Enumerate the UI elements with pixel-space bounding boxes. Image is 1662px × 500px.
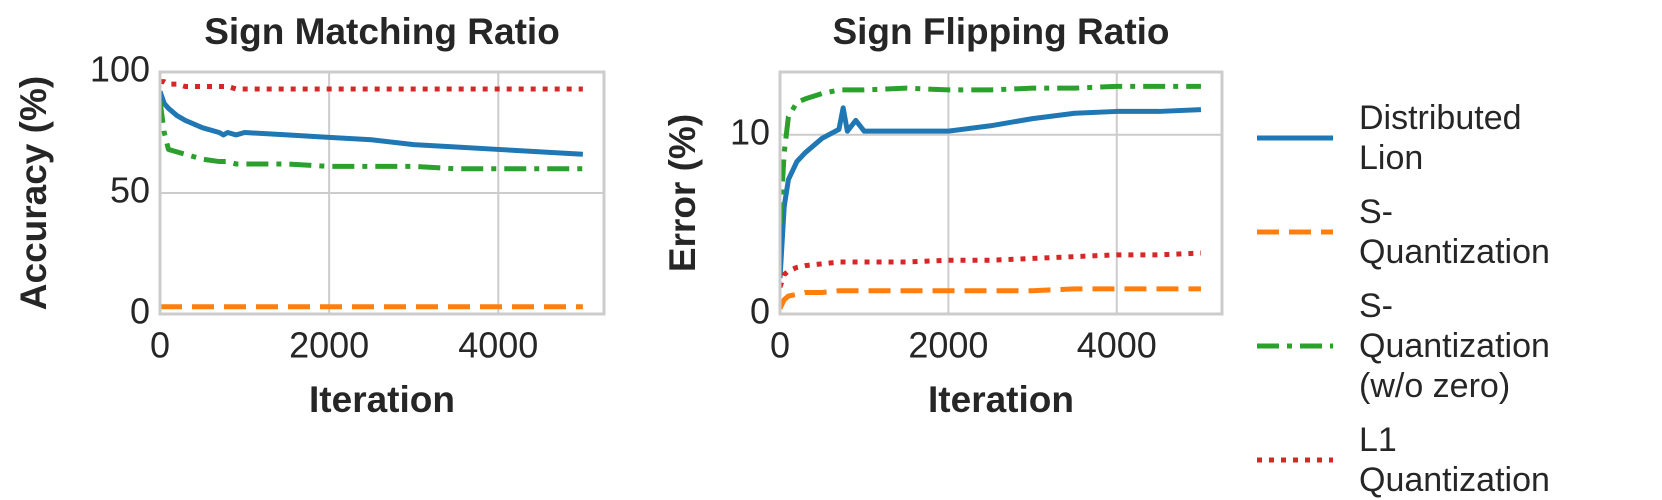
x-tick-label: 4000: [458, 325, 538, 366]
x-tick-label: 0: [770, 325, 790, 366]
chart-title: Sign Matching Ratio: [204, 11, 560, 52]
legend-label: S-Quantization: [1359, 193, 1550, 271]
legend-label: Distributed Lion: [1359, 99, 1522, 177]
legend-swatch: [1257, 229, 1333, 235]
x-axis-label: Iteration: [309, 379, 455, 420]
legend-entry: S-Quantization: [1255, 192, 1555, 272]
legend-swatch: [1257, 343, 1333, 349]
x-axis-label: Iteration: [928, 379, 1074, 420]
data-line: [780, 286, 1201, 310]
data-line: [160, 90, 583, 157]
x-tick-label: 0: [150, 325, 170, 366]
y-axis-label: Accuracy (%): [13, 76, 54, 310]
chart-title: Sign Flipping Ratio: [832, 11, 1169, 52]
legend-swatch: [1257, 457, 1333, 463]
x-tick-label: 2000: [289, 325, 369, 366]
y-tick-label: 0: [130, 291, 150, 332]
data-line: [780, 250, 1202, 288]
legend-label: L1 Quantization: [1359, 421, 1550, 499]
y-axis-label: Error (%): [662, 114, 703, 272]
legend-swatch: [1257, 135, 1333, 141]
y-tick-label: 10: [730, 111, 770, 152]
x-tick-label: 4000: [1077, 325, 1157, 366]
legend-entry: S-Quantization (w/o zero): [1255, 286, 1555, 406]
legend-entry: Distributed Lion: [1255, 98, 1555, 178]
legend-entry: L1 Quantization: [1255, 420, 1555, 500]
chart: Sign Matching Ratio Iteration Accuracy (%)…: [13, 11, 1224, 420]
x-tick-label: 2000: [908, 325, 988, 366]
figure: Sign Matching Ratio Iteration Accuracy (%)…: [13, 11, 1550, 499]
y-tick-label: 0: [750, 291, 770, 332]
plot-frame: [778, 70, 1224, 316]
data-line: [780, 105, 1202, 279]
legend: Distributed Lion S-Quantization S-Quantiza…: [1255, 98, 1555, 500]
legend-label: S-Quantization (w/o zero): [1359, 287, 1550, 405]
plot-frame: [158, 70, 606, 316]
y-tick-label: 50: [110, 170, 150, 211]
y-tick-label: 100: [90, 49, 150, 90]
data-line: [780, 83, 1201, 225]
data-line: [160, 79, 583, 92]
data-line: [160, 100, 583, 172]
